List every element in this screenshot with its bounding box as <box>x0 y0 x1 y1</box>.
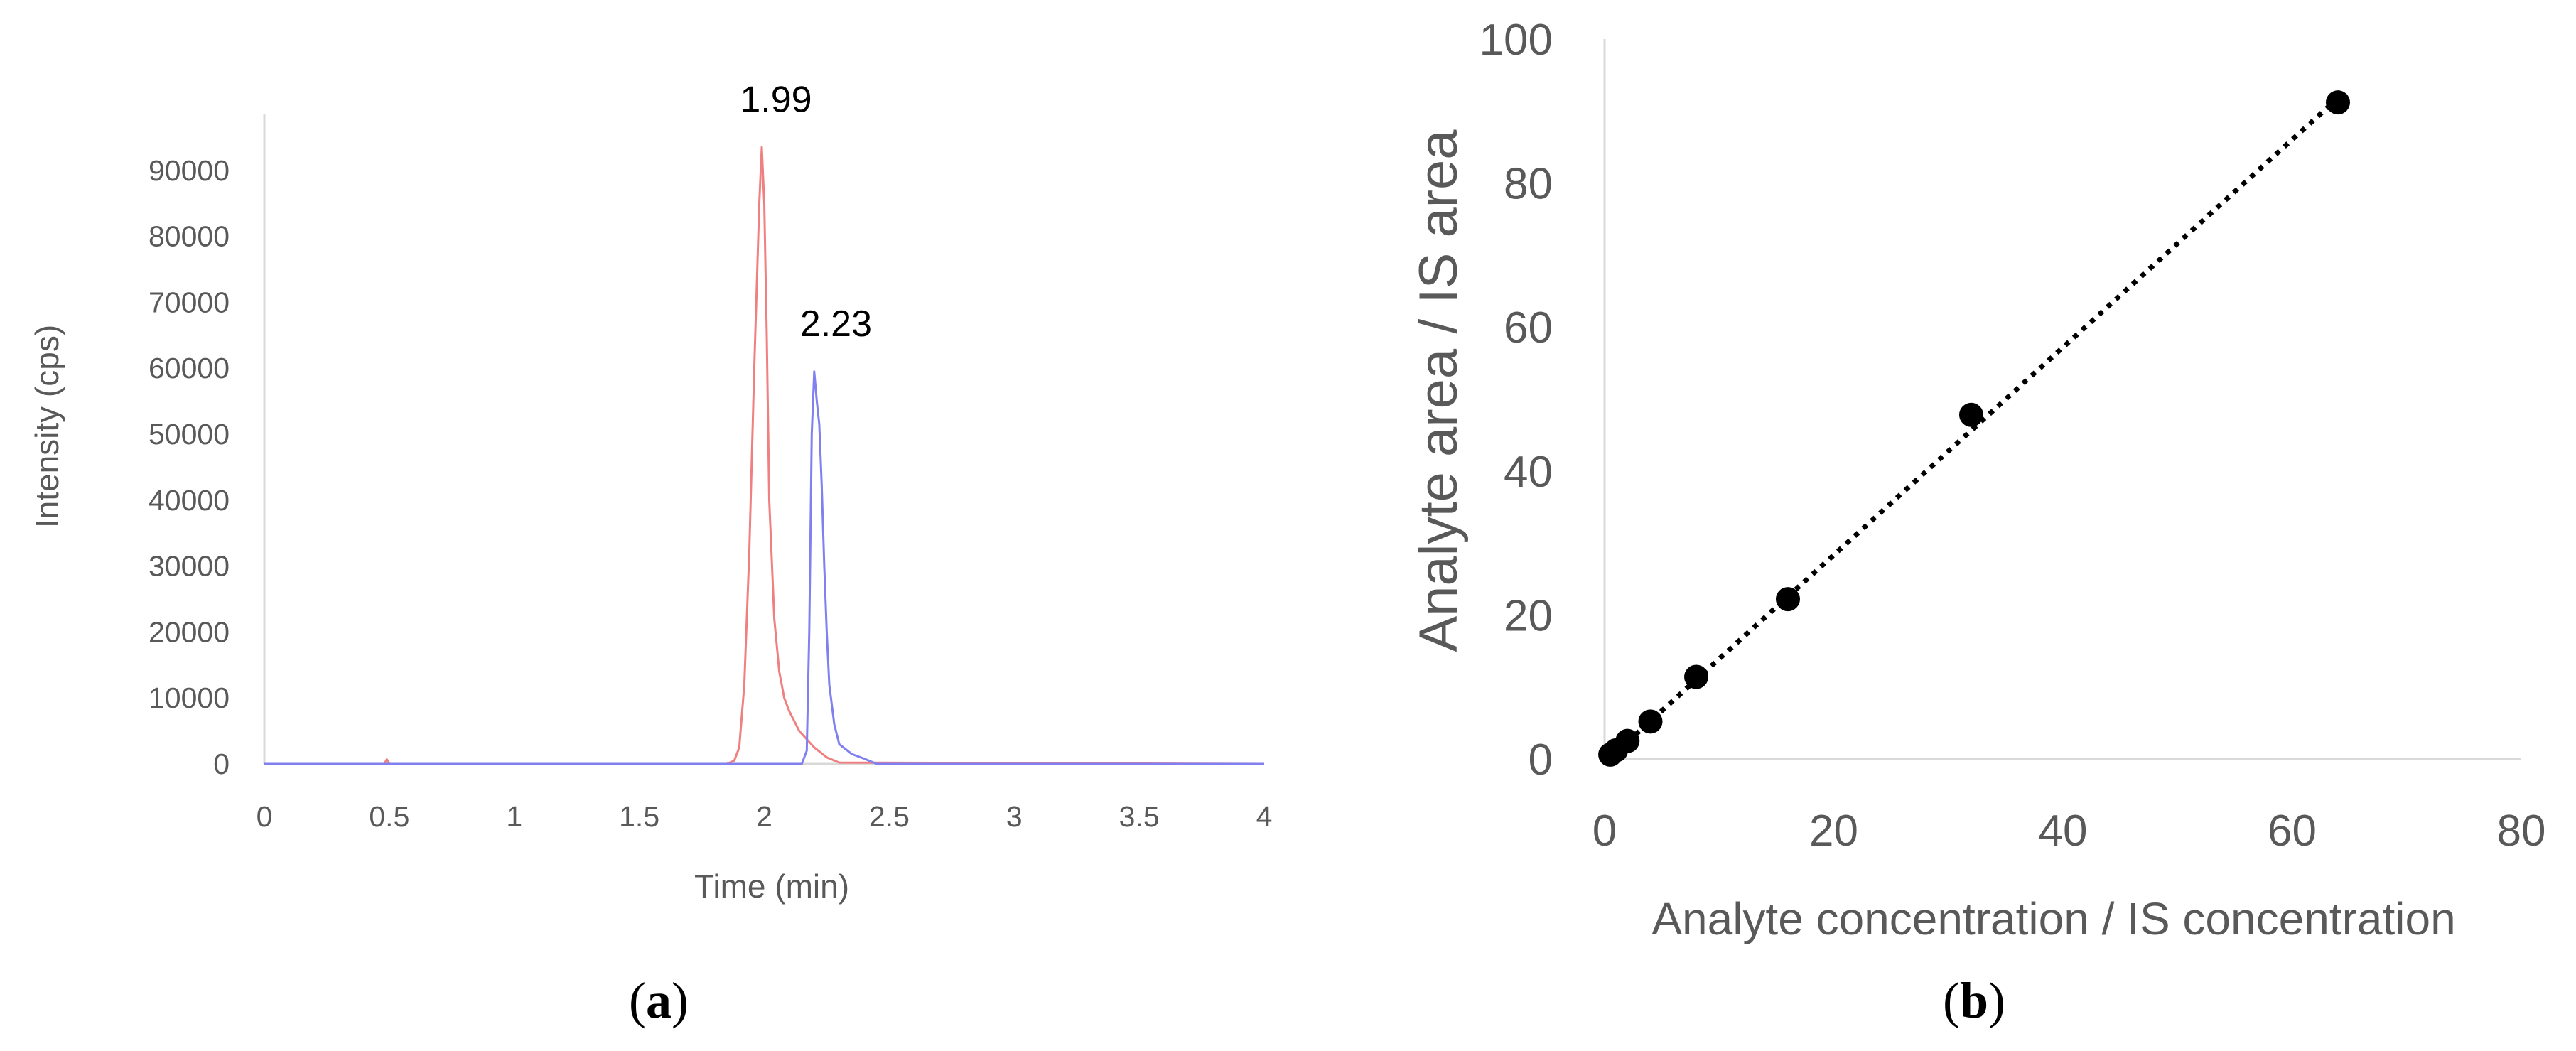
panel-a-y-tick-label: 70000 <box>149 286 230 318</box>
panel-b-y-tick-labels: 0 20 40 60 80 100 <box>1480 16 1553 785</box>
panel-b-calibration: 0 20 40 60 80 100 0 20 40 60 80 Analyte concentra… <box>1408 16 2545 1029</box>
panel-a-chromatogram: 0 10000 20000 30000 40000 50000 60000 70000 8000… <box>28 79 1272 1029</box>
panel-b-x-tick-label: 60 <box>2268 807 2317 856</box>
panel-b-y-axis-title: Analyte area / IS area <box>1408 129 1469 652</box>
panel-a-y-tick-label: 90000 <box>149 154 230 187</box>
panel-a-y-tick-label: 20000 <box>149 615 230 648</box>
panel-b-y-tick-label: 40 <box>1504 448 1553 497</box>
panel-b-trendline-line <box>1608 96 2340 760</box>
panel-a-y-tick-label: 30000 <box>149 550 230 583</box>
panel-b-label: (b) <box>1943 972 2005 1029</box>
panel-a-x-tick-label: 2.5 <box>869 800 910 833</box>
panel-b-y-tick-label: 0 <box>1529 735 1553 785</box>
panel-b-data-point <box>1684 664 1708 689</box>
panel-a-x-tick-label: 2 <box>756 800 772 833</box>
panel-b-data-point <box>1638 709 1663 734</box>
panel-b-data-point <box>1959 402 1983 427</box>
panel-a-x-tick-label: 1.5 <box>619 800 659 833</box>
panel-a-x-tick-label: 3.5 <box>1119 800 1160 833</box>
panel-a-x-axis-title: Time (min) <box>694 868 849 905</box>
panel-b-x-tick-label: 20 <box>1809 807 1858 856</box>
panel-a-x-tick-labels: 0 0.5 1 1.5 2 2.5 3 3.5 4 <box>257 800 1273 833</box>
panel-a-peak-labels: 1.99 2.23 <box>740 79 872 345</box>
panel-b-points <box>1598 90 2350 767</box>
panel-b-data-point <box>1776 587 1800 612</box>
panel-b-y-tick-label: 100 <box>1480 16 1553 65</box>
panel-b-data-point <box>1615 728 1640 753</box>
panel-a-y-tick-labels: 0 10000 20000 30000 40000 50000 60000 70000 8000… <box>149 154 230 780</box>
panel-a-x-tick-label: 4 <box>1256 800 1273 833</box>
panel-b-y-tick-label: 80 <box>1504 160 1553 209</box>
panel-a-series-line-1 <box>264 146 1265 765</box>
panel-a-x-tick-label: 1 <box>506 800 522 833</box>
panel-a-y-tick-label: 0 <box>213 748 230 780</box>
panel-b-y-tick-label: 20 <box>1504 591 1553 640</box>
panel-a-y-tick-label: 10000 <box>149 681 230 714</box>
panel-a-x-tick-label: 3 <box>1006 800 1023 833</box>
panel-a-peak-label: 2.23 <box>800 303 872 345</box>
panel-a-y-tick-label: 60000 <box>149 352 230 384</box>
panel-b-data-point <box>2326 90 2350 115</box>
panel-a-y-axis-title: Intensity (cps) <box>28 325 65 528</box>
panel-b-x-tick-label: 0 <box>1593 807 1617 856</box>
panel-a-label: (a) <box>629 972 689 1029</box>
panel-a-peak-label: 1.99 <box>740 79 812 120</box>
panel-a-y-tick-label: 80000 <box>149 220 230 253</box>
panel-a-y-tick-label: 50000 <box>149 418 230 451</box>
panel-b-x-axis-title: Analyte concentration / IS concentration <box>1651 893 2455 944</box>
panel-b-x-tick-labels: 0 20 40 60 80 <box>1593 807 2546 856</box>
panel-b-trendline <box>1608 96 2340 760</box>
panel-b-y-tick-label: 60 <box>1504 303 1553 352</box>
panel-a-y-tick-label: 40000 <box>149 484 230 517</box>
panel-b-x-tick-label: 80 <box>2497 807 2546 856</box>
panel-a-x-tick-label: 0 <box>257 800 273 833</box>
panel-b-x-tick-label: 40 <box>2039 807 2088 856</box>
panel-a-series <box>264 146 1265 765</box>
panel-a-series-line-2 <box>264 370 1264 765</box>
panel-a-x-tick-label: 0.5 <box>369 800 409 833</box>
